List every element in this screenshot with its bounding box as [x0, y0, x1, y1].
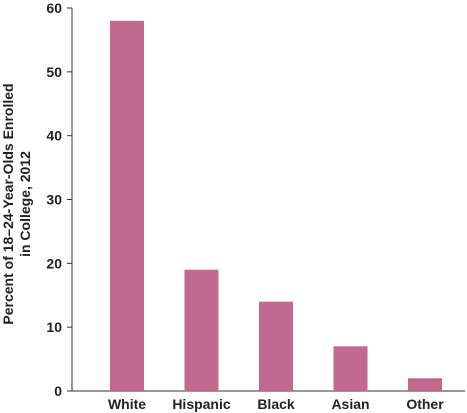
x-category-label: Hispanic [172, 396, 231, 412]
y-tick-label: 60 [46, 0, 62, 16]
bar [184, 269, 219, 391]
y-axis-label: Percent of 18–24-Year-Olds Enrolled in C… [0, 83, 33, 324]
bars [110, 20, 442, 392]
bar [408, 378, 442, 391]
x-axis-category-labels: White Hispanic Black Asian Other [108, 396, 444, 412]
x-category-label: Black [257, 396, 295, 412]
y-tick-label: 0 [54, 383, 62, 399]
y-tick-label: 30 [46, 192, 62, 208]
x-category-label: Other [406, 396, 444, 412]
x-category-label: White [108, 396, 146, 412]
bar [259, 301, 293, 391]
y-axis-label-line-1: Percent of 18–24-Year-Olds Enrolled [0, 83, 16, 324]
bar [333, 346, 368, 391]
y-axis-label-line-2: in College, 2012 [17, 151, 33, 257]
x-category-label: Asian [331, 396, 369, 412]
y-tick-label: 20 [46, 255, 62, 271]
y-tick-label: 10 [46, 319, 62, 335]
y-tick-label: 40 [46, 128, 62, 144]
bar [110, 20, 144, 392]
y-tick-label: 50 [46, 64, 62, 80]
y-axis-ticks: 0 10 20 30 40 50 60 [46, 0, 72, 399]
